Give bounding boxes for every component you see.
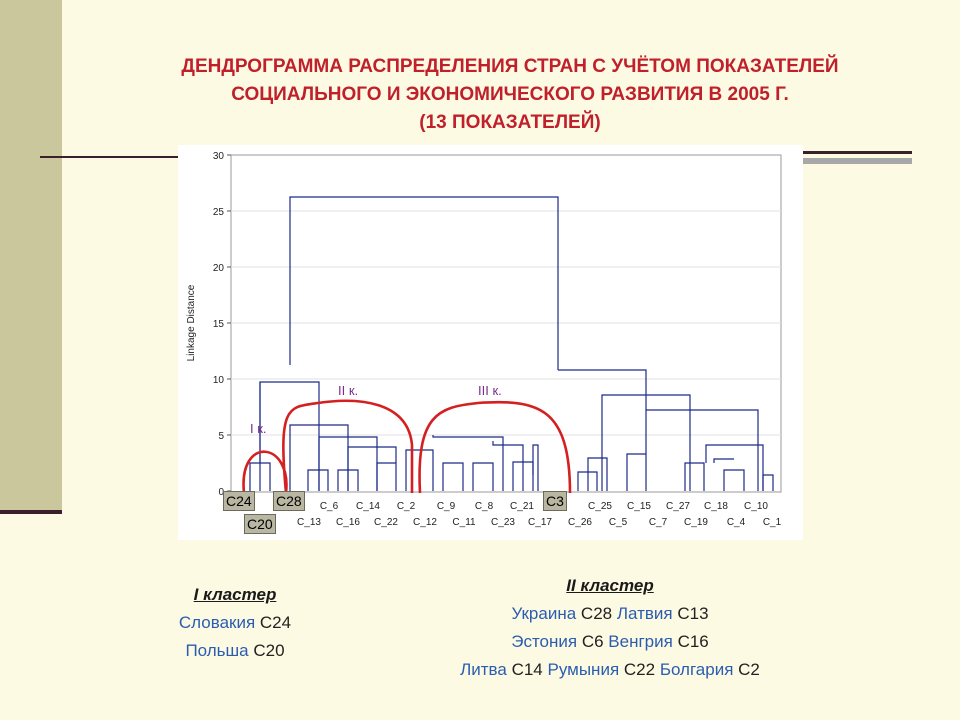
- leaf-label: C_21: [510, 501, 534, 512]
- y-tick-label: 20: [213, 263, 225, 274]
- y-tick-label: 5: [218, 431, 224, 442]
- y-tick-label: 10: [213, 375, 225, 386]
- country-code: C22: [623, 660, 656, 679]
- country-code: C2: [738, 660, 760, 679]
- leaf-label: C_7: [649, 517, 668, 528]
- leaf-label: C_17: [528, 517, 552, 528]
- leaf-label: C_12: [413, 517, 437, 528]
- cluster-2-row: Украина C28 Латвия C13: [390, 600, 830, 628]
- leaf-label: C_11: [452, 517, 476, 528]
- slide-title: ДЕНДРОГРАММА РАСПРЕДЕЛЕНИЯ СТРАН С УЧЁТО…: [60, 53, 960, 137]
- title-rule-right: [800, 151, 912, 154]
- country-code: C14: [511, 660, 543, 679]
- leaf-label: C_4: [727, 517, 746, 528]
- leaf-label: C_8: [475, 501, 494, 512]
- dendrogram-chart: 0 5 10 15 20 25 30 Linkage Distance: [178, 145, 803, 540]
- side-divider: [0, 510, 62, 514]
- country-code: C6: [581, 632, 604, 651]
- leaf-label: C_23: [491, 517, 515, 528]
- cluster-1-heading: I кластер: [193, 585, 277, 604]
- cluster-1-row: Польша C20: [135, 637, 335, 665]
- country-name: Болгария: [659, 660, 734, 679]
- leaf-label: C_19: [684, 517, 708, 528]
- leaf-label: C_14: [356, 501, 380, 512]
- side-decoration-bar: [0, 0, 62, 512]
- leaf-label: C_2: [397, 501, 416, 512]
- country-name: Литва: [460, 660, 507, 679]
- country-code: C16: [677, 632, 709, 651]
- cluster-arcs: [242, 399, 572, 494]
- title-line-1: ДЕНДРОГРАММА РАСПРЕДЕЛЕНИЯ СТРАН С УЧЁТО…: [181, 56, 839, 77]
- country-name: Румыния: [547, 660, 620, 679]
- title-rule-right-shadow: [800, 158, 912, 164]
- cluster-3-arc: [418, 400, 572, 494]
- country-name: Венгрия: [608, 632, 673, 651]
- y-tick-label: 25: [213, 207, 225, 218]
- country-name: Украина: [511, 604, 577, 623]
- tag-c28: C28: [273, 491, 305, 511]
- title-rule-left: [40, 156, 180, 158]
- cluster-2-arc: [282, 399, 414, 494]
- leaf-label: C_1: [763, 517, 782, 528]
- grid-lines: [231, 210, 781, 436]
- leaf-label: C_22: [374, 517, 398, 528]
- cluster-3-annotation: III к.: [478, 383, 502, 398]
- tag-c3: C3: [543, 491, 567, 511]
- title-line-2: СОЦИАЛЬНОГО И ЭКОНОМИЧЕСКОГО РАЗВИТИЯ В …: [231, 84, 789, 105]
- country-name: Латвия: [616, 604, 673, 623]
- leaf-label: C_13: [297, 517, 321, 528]
- cluster-1-legend: I кластер Словакия C24 Польша C20: [135, 581, 335, 665]
- cluster-1-annotation: I к.: [250, 421, 267, 436]
- leaf-label: C_18: [704, 501, 728, 512]
- cluster-2-row: Эстония C6 Венгрия C16: [390, 628, 830, 656]
- country-code: C28: [580, 604, 613, 623]
- leaf-label: C_10: [744, 501, 768, 512]
- leaf-label: C_27: [666, 501, 690, 512]
- y-tick-label: 0: [218, 487, 224, 498]
- y-tick-label: 30: [213, 151, 225, 162]
- dendrogram-tree: [249, 196, 774, 491]
- leaf-label: C_16: [336, 517, 360, 528]
- cluster-2-row: Литва C14 Румыния C22 Болгария C2: [390, 656, 830, 684]
- title-line-3: (13 ПОКАЗАТЕЛЕЙ): [419, 112, 601, 133]
- country-name: Польша: [185, 641, 249, 660]
- cluster-2-heading: II кластер: [566, 576, 654, 595]
- leaf-label: C_26: [568, 517, 592, 528]
- leaf-label: C_9: [437, 501, 456, 512]
- leaf-label: C_15: [627, 501, 651, 512]
- leaf-label: C_25: [588, 501, 612, 512]
- tag-c24: C24: [223, 491, 255, 511]
- cluster-2-legend: II кластер Украина C28 Латвия C13 Эстони…: [390, 572, 830, 684]
- y-axis-label: Linkage Distance: [186, 284, 197, 361]
- y-tick-marks: [227, 154, 231, 492]
- leaf-label: C_6: [320, 501, 339, 512]
- y-tick-label: 15: [213, 319, 225, 330]
- country-name: Эстония: [511, 632, 578, 651]
- tag-c20: C20: [244, 514, 276, 534]
- cluster-2-annotation: II к.: [338, 383, 358, 398]
- dendrogram-svg: 0 5 10 15 20 25 30 Linkage Distance: [186, 151, 782, 528]
- cluster-1-row: Словакия C24: [135, 609, 335, 637]
- country-code: C24: [259, 613, 292, 632]
- leaf-label: C_5: [609, 517, 628, 528]
- country-name: Словакия: [178, 613, 256, 632]
- country-code: C13: [677, 604, 709, 623]
- country-code: C20: [253, 641, 285, 660]
